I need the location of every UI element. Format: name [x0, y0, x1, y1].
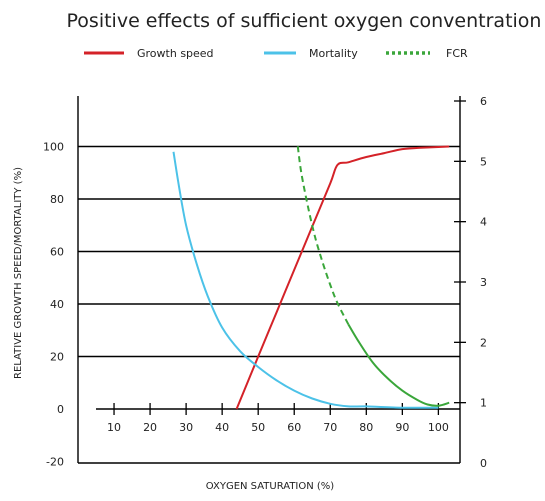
y-tick-label: 100 [43, 141, 64, 154]
x-tick-label: 100 [428, 421, 449, 434]
x-tick-label: 80 [359, 421, 373, 434]
y2-tick-label: 5 [480, 155, 487, 168]
y2-tick-label: 3 [480, 276, 487, 289]
y-tick-label: 60 [50, 246, 64, 259]
chart-title: Positive effects of sufficient oxygen co… [67, 10, 542, 32]
series-line-fcr-dashed [296, 146, 350, 325]
series-line-mortality [172, 151, 439, 409]
x-tick-label: 90 [395, 421, 409, 434]
y2-tick-label: 1 [480, 397, 487, 410]
y-tick-label: 80 [50, 193, 64, 206]
x-tick-label: 40 [215, 421, 229, 434]
y2-tick-label: 6 [480, 95, 487, 108]
series-layer [172, 145, 450, 410]
grid-lines [78, 145, 460, 358]
legend-label: Growth speed [137, 47, 214, 60]
y-tick-label: 20 [50, 351, 64, 364]
y2-tick-label: 4 [480, 216, 487, 229]
x-tick-label: 70 [323, 421, 337, 434]
y2-tick-label: 0 [480, 457, 487, 470]
tick-labels: 10 20 30 40 50 60 70 80 90 100 -20 0 20 40 60 80 100 0 1 2 3… [43, 95, 487, 470]
y2-tick-label: 2 [480, 336, 487, 349]
x-tick-label: 30 [179, 421, 193, 434]
y-tick-label: 40 [50, 298, 64, 311]
legend-label: Mortality [309, 47, 358, 60]
y-tick-label: -20 [46, 456, 64, 469]
x-tick-label: 20 [143, 421, 157, 434]
x-tick-label: 10 [107, 421, 121, 434]
series-line-growth-speed [235, 145, 450, 410]
legend-label: FCR [446, 47, 468, 60]
x-tick-label: 50 [251, 421, 265, 434]
legend: Growth speed Mortality FCR [84, 47, 468, 60]
axes [77, 96, 466, 464]
x-axis-title: OXYGEN SATURATION (%) [206, 481, 335, 492]
series-line-fcr [347, 323, 450, 407]
y-axis-title: RELATIVE GROWTH SPEED/MORTALITY (%) [13, 167, 24, 379]
y-tick-label: 0 [57, 403, 64, 416]
x-tick-label: 60 [287, 421, 301, 434]
